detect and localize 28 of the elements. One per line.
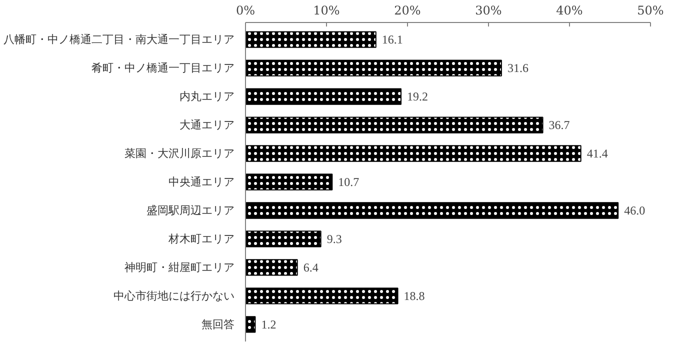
data-label: 18.8 [404, 288, 425, 303]
y-tick-label: 無回答 [202, 318, 234, 331]
x-tick-label: 10% [313, 4, 340, 18]
y-tick-label: 八幡町・中ノ橋通二丁目・南大通一丁目エリア [4, 33, 234, 46]
data-label: 31.6 [507, 61, 528, 76]
y-tick-label: 内丸エリア [180, 90, 234, 104]
data-label: 1.2 [261, 317, 276, 332]
data-label: 16.1 [382, 32, 403, 47]
x-tick-label: 20% [394, 4, 421, 18]
data-label: 6.4 [303, 260, 318, 274]
data-label: 9.3 [326, 232, 342, 246]
y-tick-label: 肴町・中ノ橋通一丁目エリア [92, 62, 234, 75]
y-tick-label: 中心市街地には行かない [114, 289, 234, 302]
data-label: 36.7 [548, 118, 570, 132]
y-tick-label: 菜園・大沢川原エリア [124, 147, 234, 160]
x-tick-label: 30% [475, 4, 502, 18]
data-label: 19.2 [407, 90, 428, 104]
y-tick-label: 材木町エリア [168, 232, 234, 246]
x-tick-label: 40% [556, 4, 583, 18]
x-tick-label: 0% [236, 4, 256, 18]
data-label: 10.7 [338, 175, 360, 189]
x-tick-label: 50% [637, 4, 664, 18]
y-tick-label: 中央通エリア [168, 176, 234, 188]
data-label: 41.4 [586, 146, 608, 161]
y-tick-label: 大通エリア [180, 118, 234, 132]
y-tick-label: 盛岡駅周辺エリア [146, 204, 234, 217]
data-label: 46.0 [624, 203, 646, 218]
y-tick-label: 神明町・紺屋町エリア [124, 260, 234, 274]
